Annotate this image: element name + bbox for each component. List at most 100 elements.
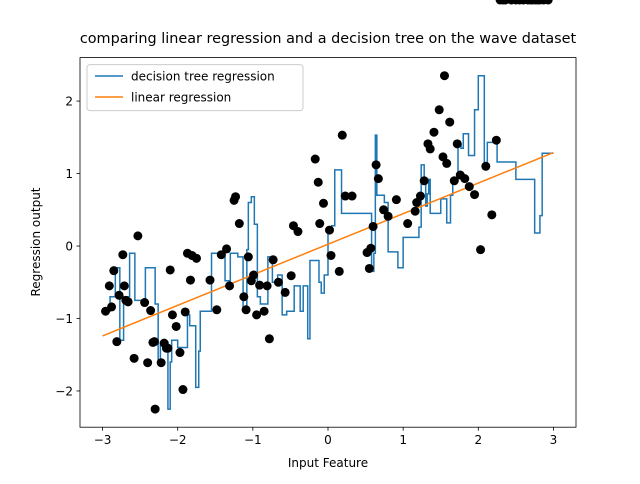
data-point [114,290,124,300]
data-point [415,191,425,201]
data-point [403,219,413,229]
x-tick-label: 3 [550,433,558,447]
data-point [487,210,497,220]
data-point [146,306,156,316]
y-tick-label: 1 [65,167,73,181]
data-point [379,205,389,215]
data-point [109,266,119,276]
data-point [165,265,175,275]
data-point [262,281,272,291]
data-point [310,154,320,164]
data-point [119,281,129,291]
data-point [185,275,195,285]
data-point [234,219,244,229]
data-point [410,206,420,216]
data-point [340,191,350,201]
data-point [313,177,323,187]
data-point [491,135,501,145]
data-point [449,176,459,186]
data-point [337,130,347,140]
data-point [325,225,334,235]
data-point [438,152,448,162]
data-point [371,160,381,170]
data-point [225,281,235,291]
legend: decision tree regression linear regressi… [86,64,304,112]
data-point [239,292,249,302]
data-point [180,307,190,317]
y-tick-label: −2 [55,384,73,398]
x-tick-label: −1 [244,433,262,447]
data-point [315,219,325,229]
data-point [107,302,117,312]
plot-marks [101,0,554,414]
data-point [255,280,265,290]
data-point [104,281,114,291]
data-point [434,105,444,115]
data-point [366,243,376,253]
data-point [481,161,491,171]
data-point [334,266,344,276]
data-point [293,227,303,237]
data-point [222,244,232,254]
data-point [150,404,160,414]
data-point [212,305,222,315]
data-point [445,117,455,127]
data-point [442,158,452,168]
x-axis-label: Input Feature [288,456,368,470]
data-point [464,182,474,192]
data-point [412,198,422,208]
legend-frame [86,64,304,112]
data-point [476,245,486,255]
data-point [273,277,283,287]
data-point [156,358,166,368]
data-point [439,71,449,81]
data-point [140,298,150,308]
x-tick-label: −2 [169,433,187,447]
data-point [452,139,462,149]
data-point [249,270,259,280]
y-tick-label: −1 [55,312,73,326]
data-point [167,310,177,320]
data-point [205,275,215,285]
data-point [163,343,173,353]
series-line-decision-tree [102,74,554,410]
data-point [175,348,185,358]
x-tick-label: 2 [474,433,482,447]
x-tick-label: −3 [94,433,112,447]
data-point [143,358,153,368]
data-point [373,174,383,184]
data-point [543,0,553,5]
data-point [216,250,226,260]
y-tick-label: 0 [65,239,73,253]
data-point [318,198,328,208]
data-point [347,191,357,201]
data-point [133,231,143,241]
data-point [231,192,241,202]
data-point [391,195,401,205]
data-point [264,334,274,344]
y-axis-label: Regression output [29,187,43,296]
data-point [268,255,278,265]
data-point [280,287,290,297]
data-point [191,253,201,263]
data-point [286,271,296,281]
data-point [252,310,262,320]
data-point [259,306,269,316]
data-point [129,353,139,363]
data-point [326,250,336,260]
legend-label-linear: linear regression [131,91,231,105]
data-point [178,385,188,395]
data-point [429,127,439,137]
data-point [241,305,251,315]
data-point [243,252,253,262]
data-point [470,190,480,200]
data-point [383,211,393,221]
x-tick-label: 1 [399,433,407,447]
series-line-linear-regression [102,151,554,337]
data-point [112,337,122,347]
data-point [419,176,429,186]
data-point [123,297,133,307]
legend-label-tree: decision tree regression [131,70,275,84]
